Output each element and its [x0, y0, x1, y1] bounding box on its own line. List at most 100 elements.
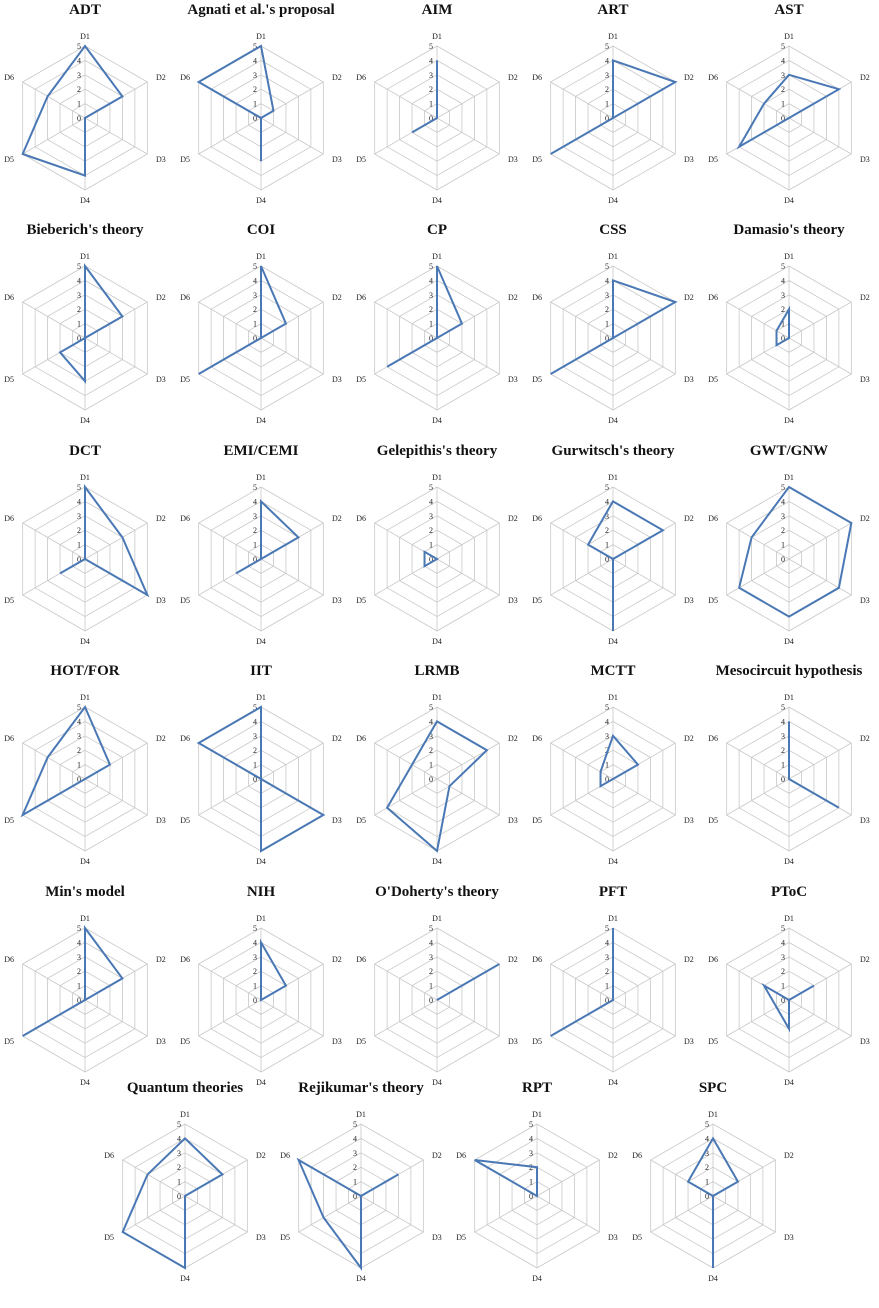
axis-label-d3: D3	[156, 596, 166, 605]
radar-chart: Rejikumar's theory 0 1 2 3 4 5 D1 D2 D3 D4 D5 D6	[276, 1080, 446, 1300]
axis-label-d6: D6	[4, 955, 14, 964]
grid-spoke	[22, 81, 86, 119]
axis-label-d1: D1	[432, 693, 442, 702]
data-series-line	[198, 265, 288, 375]
axis-label-d1: D1	[432, 32, 442, 41]
radial-tick-label: 2	[605, 526, 609, 535]
axis-label-d5: D5	[456, 1233, 466, 1242]
radial-tick-label: 3	[605, 732, 609, 741]
grid-spoke	[298, 1195, 362, 1233]
axis-label-d1: D1	[708, 1110, 718, 1119]
radial-tick-label: 4	[429, 497, 433, 506]
radial-tick-label: 5	[429, 42, 433, 51]
radial-tick-label: 3	[253, 512, 257, 521]
axis-label-d6: D6	[708, 734, 718, 743]
chart-title: Gelepithis's theory	[376, 443, 498, 459]
axis-label-d2: D2	[684, 514, 694, 523]
axis-label-d2: D2	[860, 293, 870, 302]
axis-label-d3: D3	[508, 816, 518, 825]
axis-label-d3: D3	[332, 816, 342, 825]
axis-label-d4: D4	[256, 637, 266, 646]
radial-tick-label: 5	[253, 42, 257, 51]
axis-label-d1: D1	[356, 1110, 366, 1119]
radar-chart: RPT 0 1 2 3 4 5 D1 D2 D3 D4 D5 D6	[452, 1080, 622, 1300]
radial-tick-label: 0	[429, 555, 433, 564]
data-series-line	[20, 705, 112, 818]
radial-tick-label: 5	[77, 924, 81, 933]
chart-title: Quantum theories	[126, 1080, 244, 1096]
axis-label-d3: D3	[156, 155, 166, 164]
axis-label-d6: D6	[280, 1151, 290, 1160]
axis-label-d5: D5	[180, 375, 190, 384]
radial-tick-label: 3	[429, 512, 433, 521]
axis-label-d3: D3	[684, 816, 694, 825]
radial-tick-label: 1	[429, 541, 433, 550]
radial-tick-label: 2	[77, 85, 81, 94]
data-series-line	[260, 938, 288, 1002]
radial-tick-label: 3	[781, 953, 785, 962]
data-series-line	[296, 1157, 399, 1272]
radial-tick-label: 2	[605, 305, 609, 314]
radial-tick-label: 5	[253, 262, 257, 271]
radial-tick-label: 1	[705, 1178, 709, 1187]
grid-spoke	[726, 742, 790, 780]
grid-spoke	[374, 81, 438, 119]
axis-label-d3: D3	[332, 1037, 342, 1046]
radar-chart: Quantum theories 0 1 2 3 4 5 D1 D2 D3 D4 D5 D6	[100, 1080, 270, 1300]
radial-tick-label: 5	[429, 483, 433, 492]
axis-label-d1: D1	[784, 32, 794, 41]
axis-label-d5: D5	[532, 1037, 542, 1046]
radial-tick-label: 3	[253, 953, 257, 962]
grid-spoke	[726, 301, 790, 339]
radar-chart: DCT 0 1 2 3 4 5 D1 D2 D3 D4 D5 D6	[0, 443, 170, 663]
radial-tick-label: 0	[529, 1192, 533, 1201]
radial-tick-label: 5	[77, 262, 81, 271]
data-series-line	[121, 1137, 225, 1270]
grid-spoke	[184, 1195, 248, 1233]
grid-spoke	[122, 1195, 186, 1233]
radar-chart: Damasio's theory 0 1 2 3 4 5 D1 D2 D3 D4 D5 D6	[704, 222, 874, 442]
radial-tick-label: 0	[781, 334, 785, 343]
radial-tick-label: 0	[705, 1192, 709, 1201]
radar-plot: 0 1 2 3 4 5D1 D2 D3 D4 D5 D6	[4, 693, 166, 866]
radial-tick-label: 0	[781, 775, 785, 784]
grid-spoke	[260, 999, 324, 1037]
axis-label-d6: D6	[4, 293, 14, 302]
data-series-line	[58, 262, 124, 384]
radial-tick-label: 1	[781, 761, 785, 770]
grid-spoke	[84, 999, 148, 1037]
axis-label-d1: D1	[432, 914, 442, 923]
radial-tick-label: 2	[77, 746, 81, 755]
radial-tick-label: 4	[529, 1134, 533, 1143]
grid-spoke	[788, 522, 852, 560]
chart-title: CP	[427, 222, 447, 238]
radial-tick-label: 1	[177, 1178, 181, 1187]
grid-spoke	[198, 522, 262, 560]
radial-tick-label: 3	[781, 291, 785, 300]
grid-spoke	[22, 117, 86, 155]
grid-spoke	[612, 999, 676, 1037]
axis-label-d5: D5	[708, 1037, 718, 1046]
grid-spoke	[436, 742, 500, 780]
radial-tick-label: 4	[77, 938, 81, 947]
grid-spoke	[788, 117, 852, 155]
radar-plot: 0 1 2 3 4 5D1 D2 D3 D4 D5 D6	[532, 473, 694, 646]
radial-tick-label: 5	[253, 483, 257, 492]
radial-tick-label: 1	[605, 320, 609, 329]
axis-label-d5: D5	[632, 1233, 642, 1242]
radial-tick-label: 4	[605, 56, 609, 65]
chart-title: AIM	[421, 2, 453, 18]
radial-tick-label: 5	[253, 703, 257, 712]
radial-tick-label: 5	[77, 42, 81, 51]
axis-label-d4: D4	[432, 1078, 442, 1087]
radial-tick-label: 3	[429, 71, 433, 80]
radial-tick-label: 2	[605, 85, 609, 94]
chart-title: Gurwitsch's theory	[551, 443, 675, 459]
radial-tick-label: 4	[77, 276, 81, 285]
radial-tick-label: 5	[781, 703, 785, 712]
radar-plot: 0 1 2 3 4 5D1 D2 D3 D4 D5 D6	[708, 252, 870, 425]
chart-title: PFT	[598, 884, 628, 900]
radial-tick-label: 4	[77, 717, 81, 726]
grid-spoke	[436, 337, 500, 375]
